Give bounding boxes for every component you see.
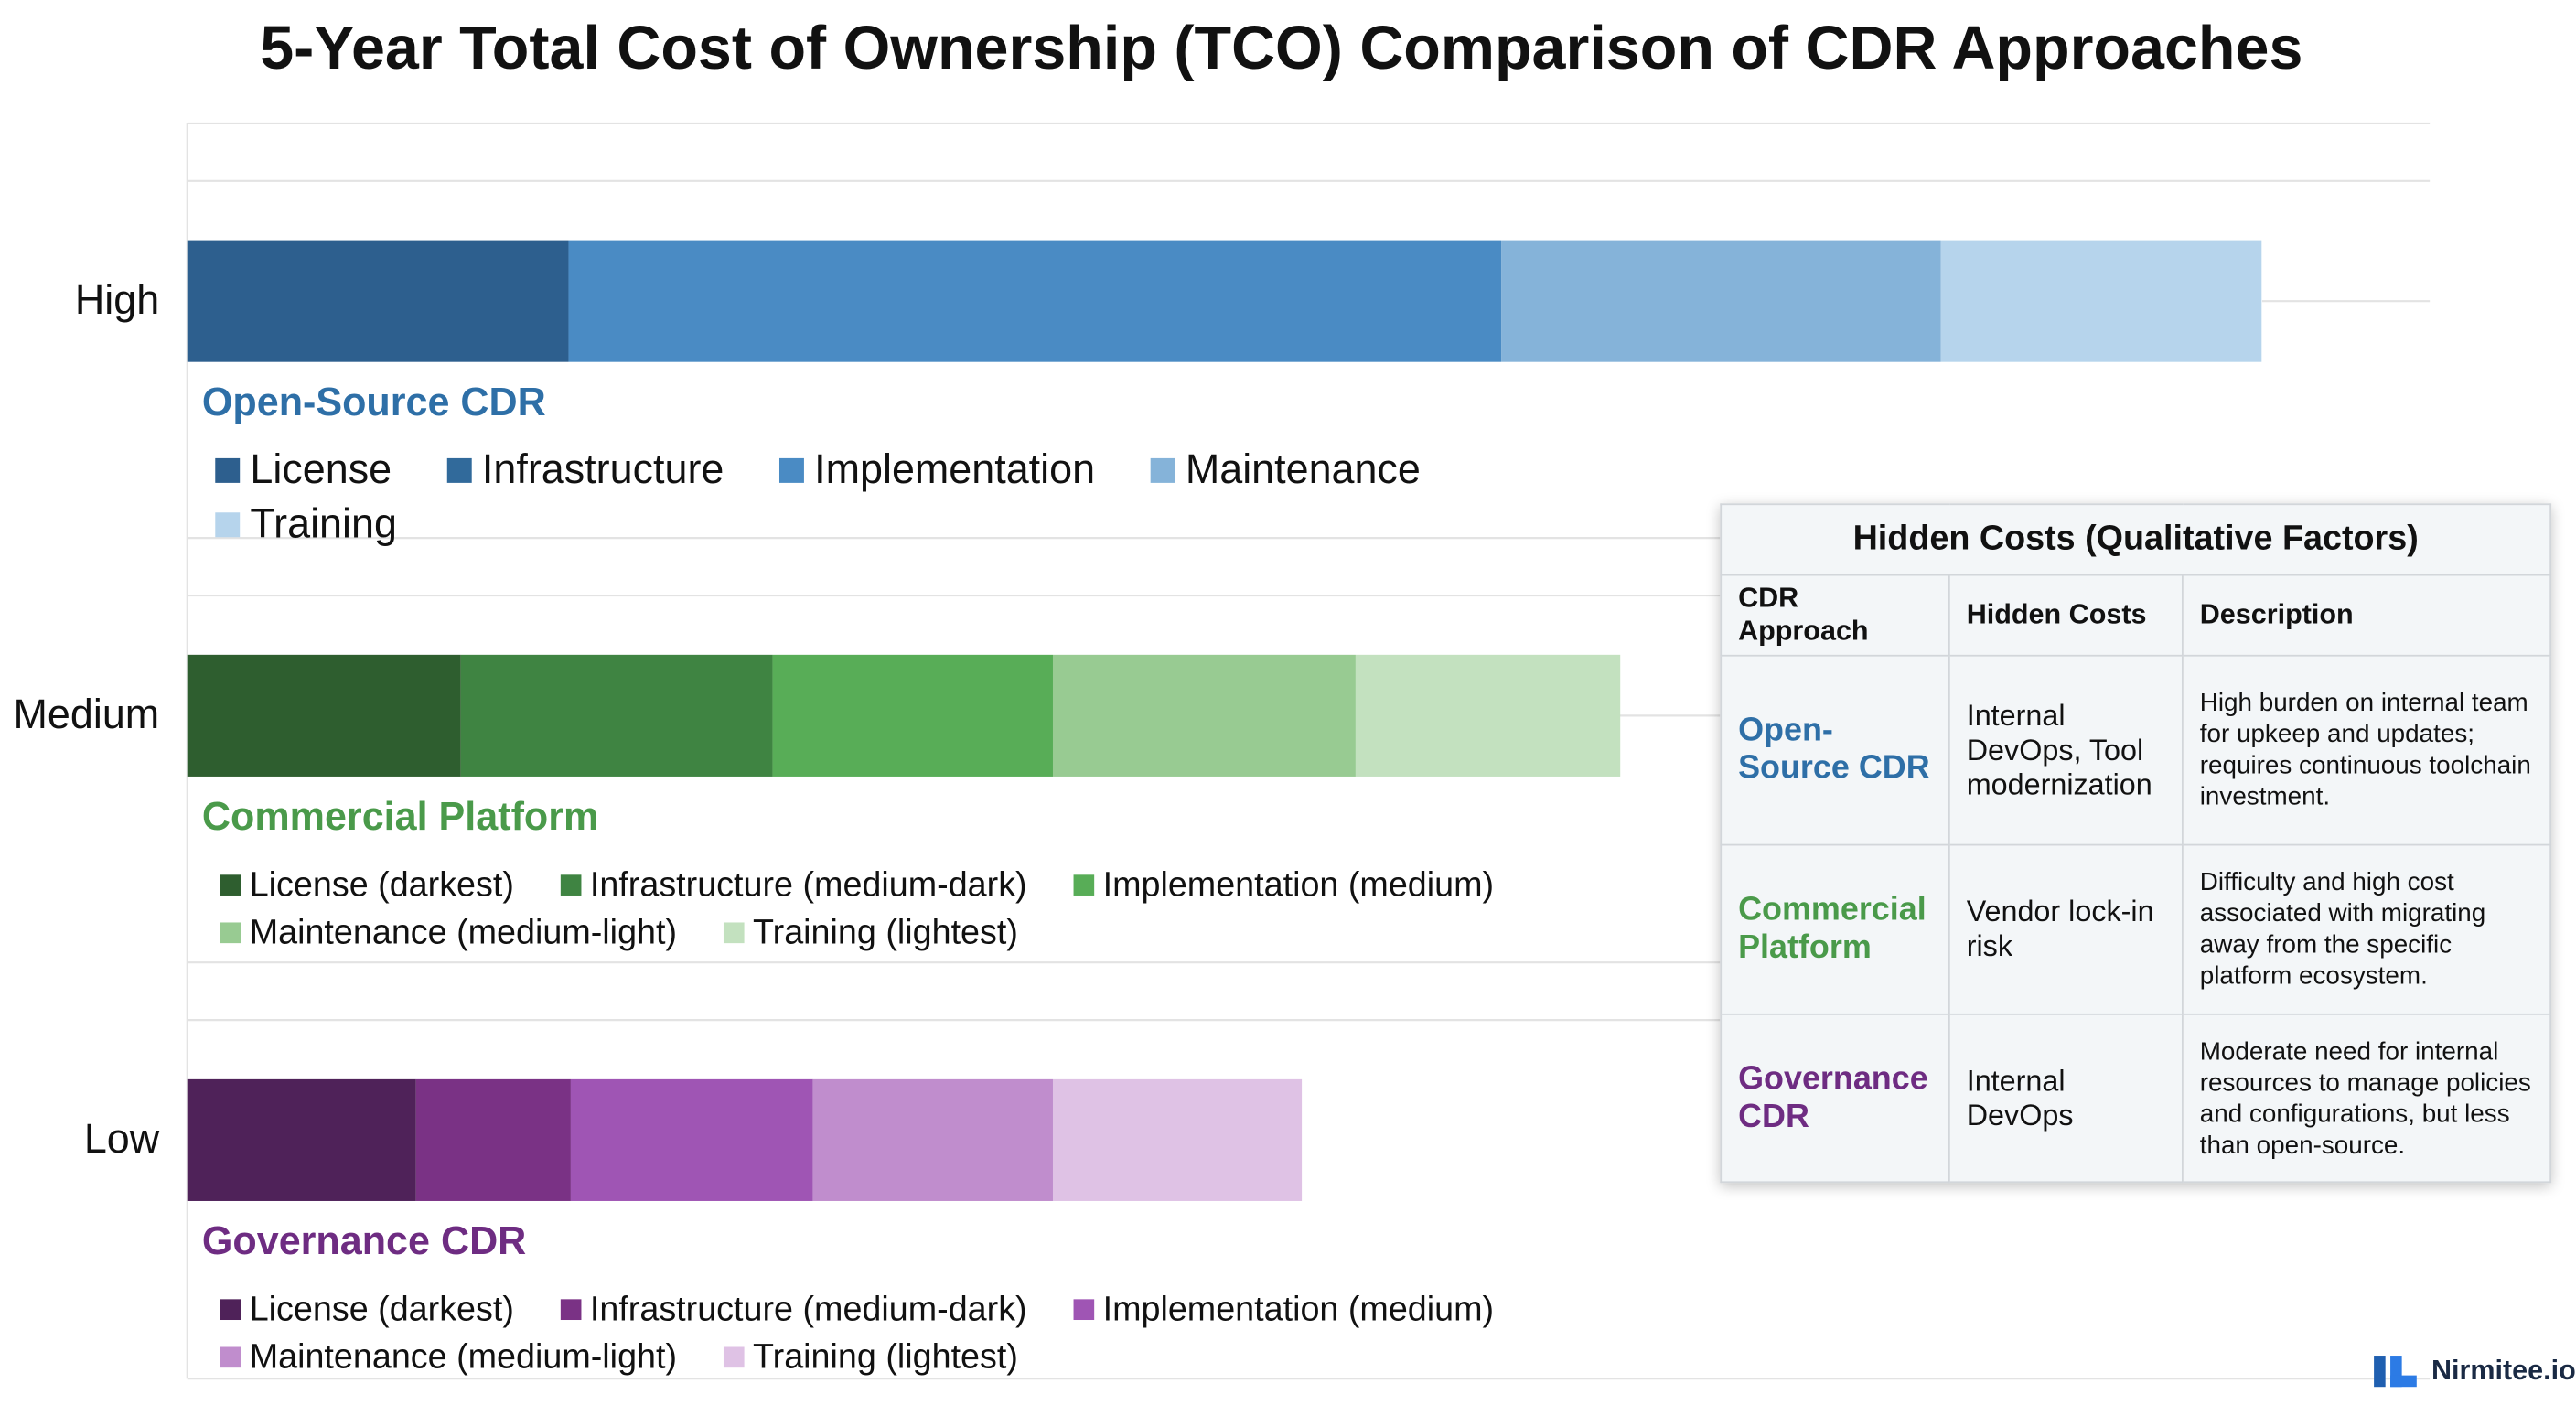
legend-label: Training (lightest) (753, 913, 1018, 951)
brand-logo (2374, 1356, 2417, 1388)
column-header: Description (2181, 574, 2552, 657)
approach: Commercial Platform (1720, 843, 1950, 1015)
bar-segment (570, 1078, 813, 1201)
legend-label: Maintenance (1186, 445, 1421, 492)
legend-swatch (220, 922, 242, 944)
category-label: Low (84, 1115, 160, 1162)
legend-swatch (560, 1299, 582, 1321)
chart-title: 5-Year Total Cost of Ownership (TCO) Com… (260, 15, 2302, 82)
bar-segment (415, 1078, 571, 1201)
table-title: Hidden Costs (Qualitative Factors) (1720, 503, 2552, 576)
legend-label: Infrastructure (482, 445, 724, 492)
legend-label: Training (250, 499, 397, 546)
legend-swatch (560, 874, 582, 896)
bar-segment (460, 654, 773, 777)
legend-swatch (446, 457, 472, 483)
group-title: Open-Source CDR (202, 381, 546, 424)
bar-segment (1940, 240, 2262, 362)
bar-segment (1355, 654, 1621, 777)
bar-segment (812, 1078, 1053, 1201)
legend-swatch (220, 1346, 242, 1368)
column-header: CDR Approach (1720, 574, 1950, 657)
legend-swatch (723, 1346, 745, 1368)
approach: Governance CDR (1720, 1013, 1950, 1184)
legend-label: Implementation (814, 445, 1095, 492)
legend-swatch (215, 512, 241, 538)
legend-label: License (250, 445, 392, 492)
bar-segment (187, 654, 461, 777)
legend-label: License (darkest) (250, 864, 514, 903)
bar-segment (187, 240, 569, 362)
legend-swatch (220, 1299, 242, 1321)
category-label: High (75, 276, 159, 323)
bar-segment (772, 654, 1053, 777)
bar-segment (1052, 654, 1356, 777)
description: High burden on internal team for upkeep … (2181, 654, 2552, 846)
hidden-cost: Internal DevOps (1948, 1013, 2184, 1184)
hidden-cost: Vendor lock-in risk (1948, 843, 2184, 1015)
approach: Open-Source CDR (1720, 654, 1950, 846)
group-title: Governance CDR (202, 1219, 526, 1263)
column-header: Hidden Costs (1948, 574, 2184, 657)
description: Moderate need for internal resources to … (2181, 1013, 2552, 1184)
bar-segment (187, 1078, 416, 1201)
legend-label: Training (lightest) (753, 1337, 1018, 1376)
legend-swatch (1150, 457, 1175, 483)
legend-swatch (1073, 874, 1095, 896)
legend-label: Implementation (medium) (1103, 1289, 1494, 1327)
legend-swatch (778, 457, 804, 483)
category-label: Medium (14, 691, 160, 737)
bar-segment (568, 240, 1502, 362)
legend-label: Implementation (medium) (1103, 864, 1494, 903)
legend-swatch (220, 874, 242, 896)
legend-label: Maintenance (medium-light) (250, 913, 677, 951)
hidden-costs-table: Hidden Costs (Qualitative Factors) CDR A… (1720, 503, 2552, 1184)
legend-swatch (1073, 1299, 1095, 1321)
legend-swatch (723, 922, 745, 944)
legend-label: License (darkest) (250, 1289, 514, 1327)
bar-segment (1052, 1078, 1303, 1201)
legend-swatch (215, 457, 241, 483)
legend-label: Infrastructure (medium-dark) (590, 864, 1027, 903)
group-title: Commercial Platform (202, 795, 598, 839)
brand: Nirmitee.io (2431, 1355, 2576, 1386)
bar-segment (1501, 240, 1941, 362)
legend-label: Infrastructure (medium-dark) (590, 1289, 1027, 1327)
hidden-cost: Internal DevOps, Tool modernization (1948, 654, 2184, 846)
legend-label: Maintenance (medium-light) (250, 1337, 677, 1376)
description: Difficulty and high cost associated with… (2181, 843, 2552, 1015)
